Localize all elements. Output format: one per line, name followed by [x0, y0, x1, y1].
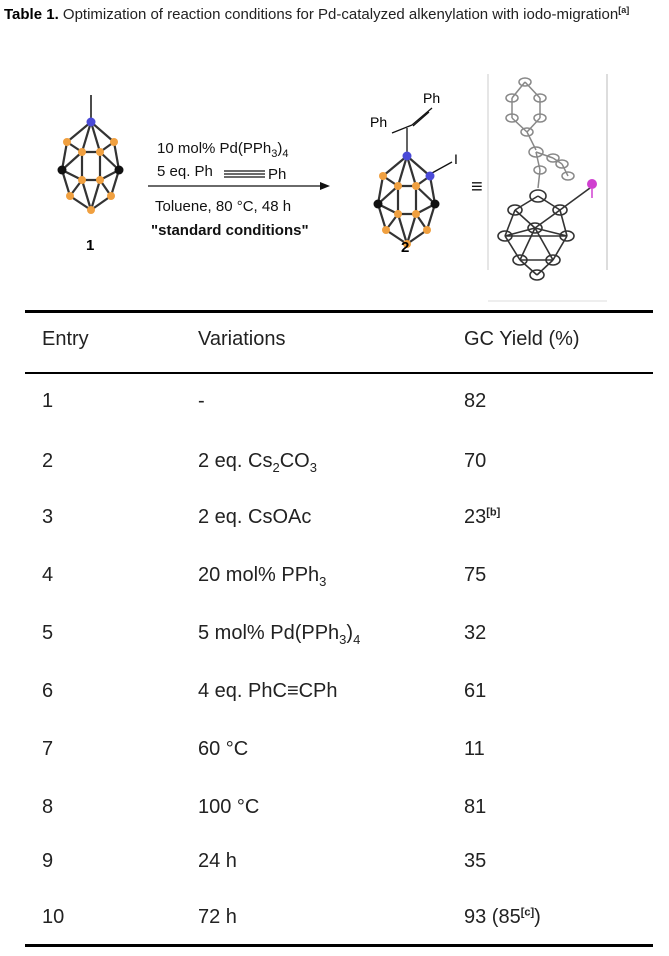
- crystal-structure-image: [487, 74, 608, 302]
- variation-cell: 20 mol% PPh3: [198, 564, 327, 589]
- caption-text: Optimization of reaction conditions for …: [58, 6, 619, 23]
- yield-cell: 70: [464, 450, 487, 472]
- equivalence-sign: ≡: [471, 176, 483, 198]
- variation-cell: 24 h: [198, 850, 237, 872]
- entry-cell: 2: [42, 450, 54, 472]
- table-row: 1 - 82: [25, 390, 653, 420]
- reagent-catalyst: 10 mol% Pd(PPh3)4: [157, 140, 288, 160]
- caption-note: [a]: [618, 5, 630, 15]
- yield-cell: 35: [464, 850, 487, 872]
- table-row: 8 100 °C 81: [25, 796, 653, 826]
- yield-cell: 11: [464, 738, 485, 760]
- table-row: 6 4 eq. PhC≡CPh 61: [25, 680, 653, 710]
- table-row: 5 5 mol% Pd(PPh3)4 32: [25, 622, 653, 652]
- entry-cell: 3: [42, 506, 54, 528]
- compound-1-structure: [57, 95, 124, 214]
- yield-cell: 81: [464, 796, 487, 818]
- variation-cell: 60 °C: [198, 738, 249, 760]
- svg-text:Ph: Ph: [370, 114, 387, 130]
- table-top-rule: [25, 310, 653, 313]
- table-row: 3 2 eq. CsOAc 23[b]: [25, 506, 653, 536]
- variation-cell: -: [198, 390, 205, 412]
- yield-cell: 32: [464, 622, 487, 644]
- variation-cell: 2 eq. CsOAc: [198, 506, 312, 528]
- compound-2-label: 2: [401, 239, 409, 256]
- entry-cell: 5: [42, 622, 54, 644]
- entry-cell: 9: [42, 850, 54, 872]
- table-row: 10 72 h 93 (85[c]): [25, 906, 653, 936]
- variation-cell: 100 °C: [198, 796, 260, 818]
- standard-conditions-label: "standard conditions": [151, 222, 309, 239]
- yield-cell: 93 (85[c]): [464, 906, 541, 928]
- variation-cell: 72 h: [198, 906, 237, 928]
- yield-cell: 61: [464, 680, 487, 702]
- reaction-condition: Toluene, 80 °C, 48 h: [155, 198, 291, 215]
- entry-cell: 7: [42, 738, 54, 760]
- table-row: 7 60 °C 11: [25, 738, 653, 768]
- table-row: 4 20 mol% PPh3 75: [25, 564, 653, 594]
- entry-cell: 8: [42, 796, 54, 818]
- header-variations: Variations: [198, 328, 286, 350]
- table-header-rule: [25, 372, 653, 374]
- reagent-alkyne-left: 5 eq. Ph: [157, 163, 213, 180]
- table-row: 2 2 eq. Cs2CO3 70: [25, 450, 653, 480]
- entry-cell: 4: [42, 564, 54, 586]
- variation-cell: 5 mol% Pd(PPh3)4: [198, 622, 361, 647]
- header-entry: Entry: [42, 328, 89, 350]
- entry-cell: 10: [42, 906, 65, 928]
- compound-2-structure: Ph Ph I: [370, 90, 458, 248]
- yield-cell: 82: [464, 390, 487, 412]
- variation-cell: 4 eq. PhC≡CPh: [198, 680, 338, 702]
- yield-cell: 75: [464, 564, 487, 586]
- svg-text:Ph: Ph: [423, 90, 440, 106]
- table-bottom-rule: [25, 944, 653, 947]
- yield-cell: 23[b]: [464, 506, 501, 528]
- table-row: 9 24 h 35: [25, 850, 653, 880]
- svg-text:I: I: [454, 151, 458, 167]
- entry-cell: 6: [42, 680, 54, 702]
- caption-label: Table 1.: [4, 6, 59, 23]
- reaction-scheme: 1 10 mol% Pd(PPh3)4 5 eq. Ph Ph Toluene,…: [57, 74, 608, 302]
- entry-cell: 1: [42, 390, 54, 412]
- compound-1-label: 1: [86, 237, 94, 254]
- table-caption: Table 1. Optimization of reaction condit…: [4, 4, 664, 26]
- reagent-alkyne-right: Ph: [268, 166, 286, 183]
- variation-cell: 2 eq. Cs2CO3: [198, 450, 317, 475]
- header-yield: GC Yield (%): [464, 328, 580, 350]
